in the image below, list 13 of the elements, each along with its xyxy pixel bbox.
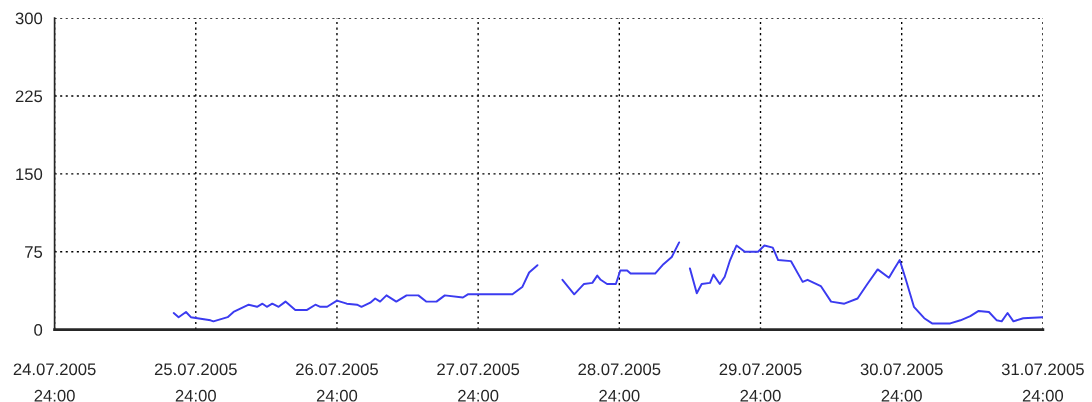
y-tick-label: 300 [15,12,43,25]
x-tick-label: 28.07.2005 24:00 [578,363,661,402]
y-tick-label: 0 [34,324,43,336]
y-tick-label: 75 [25,246,43,258]
x-tick-label: 29.07.2005 24:00 [719,363,802,402]
x-tick-label: 26.07.2005 24:00 [296,363,378,402]
x-tick-label: 31.07.2005 24:00 [1001,363,1084,402]
x-tick-label: 25.07.2005 24:00 [154,363,237,402]
x-tick-label: 27.07.2005 24:00 [437,363,520,402]
x-tick-label: 30.07.2005 24:00 [860,363,943,402]
y-tick-label: 225 [15,90,43,103]
x-tick-label: 24.07.2005 24:00 [13,363,96,402]
y-tick-label: 150 [16,168,43,181]
